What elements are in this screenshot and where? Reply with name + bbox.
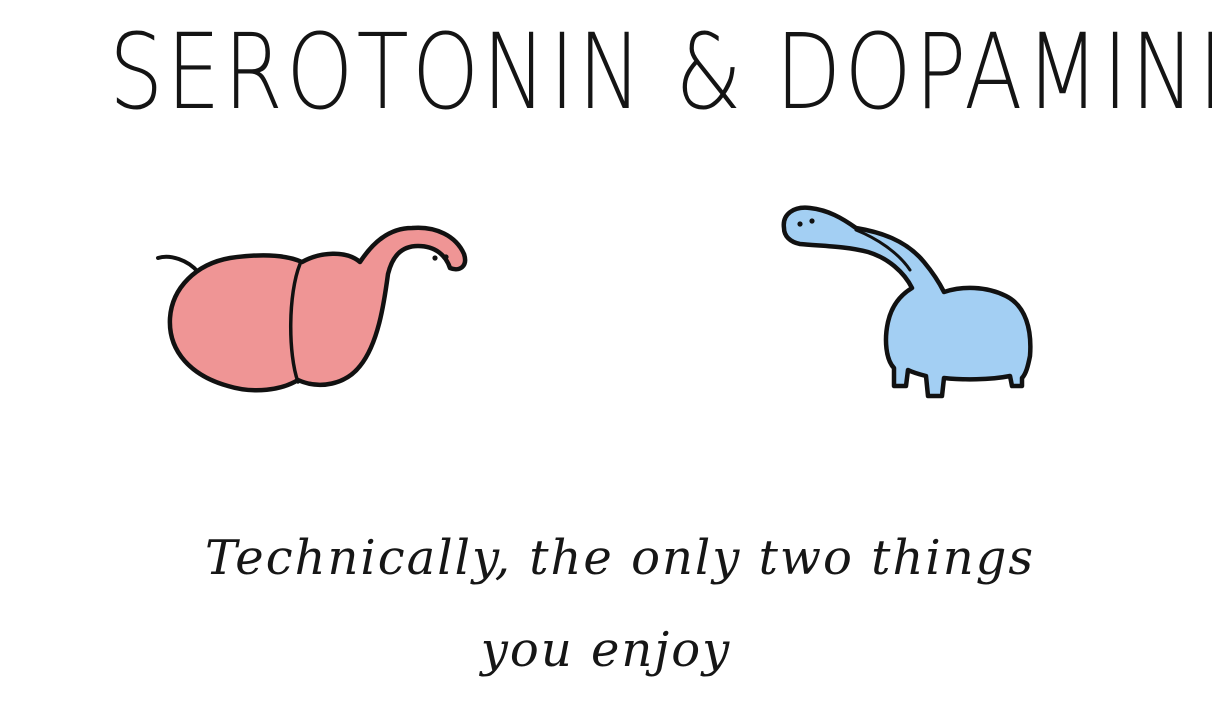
dopamine-neck-line [854, 228, 912, 272]
caption-line-1: Technically, the only two things [205, 530, 1035, 586]
serotonin-body [167, 225, 468, 393]
caption-line-2: you enjoy [480, 622, 732, 678]
serotonin-creature [156, 225, 468, 393]
dopamine-creature [781, 205, 1033, 399]
dopamine-body [781, 205, 1033, 399]
serotonin-tail [156, 254, 200, 274]
page-title: SEROTONIN & DOPAMINE [109, 11, 1212, 133]
dopamine-eye-left [797, 221, 803, 227]
serotonin-eye-left [432, 255, 438, 261]
serotonin-eye-right [443, 254, 449, 260]
dopamine-eye-right [809, 218, 815, 224]
serotonin-crease [289, 262, 302, 384]
